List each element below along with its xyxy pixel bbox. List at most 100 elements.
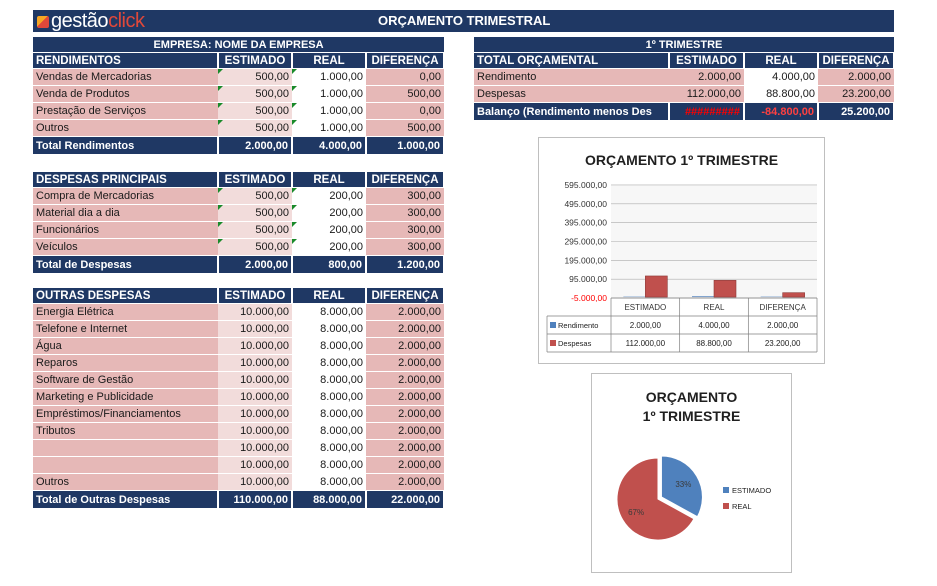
data-table-value: 112.000,00 — [626, 339, 666, 348]
y-tick-label: 295.000,00 — [564, 237, 607, 247]
cell-diferenca: 2.000,00 — [366, 405, 444, 423]
cell-real: 8.000,00 — [292, 405, 366, 423]
table-row: Tributos 10.000,00 8.000,00 2.000,00 — [33, 422, 444, 440]
row-label: Funcionários — [33, 221, 218, 239]
col-estimado: ESTIMADO — [218, 52, 293, 69]
cell-diferenca: 2.000,00 — [366, 371, 444, 389]
cell-real: 1.000,00 — [292, 68, 366, 86]
table-row: Prestação de Serviços 500,00 1.000,00 0,00 — [33, 102, 445, 120]
table-row: 10.000,00 8.000,00 2.000,00 — [33, 456, 444, 474]
row-label: Compra de Mercadorias — [33, 187, 218, 205]
pie-chart-svg: 33% 67% ESTIMADO REAL — [616, 455, 771, 541]
table-row: 10.000,00 8.000,00 2.000,00 — [33, 439, 444, 457]
row-label: Reparos — [33, 354, 218, 372]
row-label: Outros — [33, 119, 218, 137]
logo-text: gestão — [51, 10, 109, 32]
logo-mark-icon — [37, 16, 49, 28]
despesas-title: DESPESAS PRINCIPAIS — [33, 172, 219, 188]
cell-real: 1.000,00 — [292, 119, 366, 137]
despesas-table: DESPESAS PRINCIPAIS ESTIMADO REAL DIFERE… — [33, 172, 445, 274]
row-label: Rendimento — [474, 68, 669, 86]
data-table-value: 4.000,00 — [698, 321, 730, 330]
cell-real: 200,00 — [292, 187, 366, 205]
rendimentos-title: RENDIMENTOS — [33, 52, 219, 69]
trimestre-summary-table: 1º TRIMESTRE TOTAL ORÇAMENTAL ESTIMADO R… — [474, 37, 895, 121]
table-row: Marketing e Publicidade 10.000,00 8.000,00… — [33, 388, 444, 406]
x-category-label: REAL — [704, 303, 725, 312]
y-tick-label: 195.000,00 — [564, 255, 607, 265]
trimestre-band: 1º TRIMESTRE — [474, 37, 894, 53]
cell-estimado: 10.000,00 — [218, 422, 292, 440]
table-row: Funcionários 500,00 200,00 300,00 — [33, 221, 444, 239]
balance-estimado: ######### — [669, 102, 745, 121]
col-diferenca: DIFERENÇA — [366, 172, 445, 188]
pie-slice — [660, 455, 703, 518]
gestaoclick-logo: gestãoclick — [37, 10, 145, 32]
cell-diferenca: 300,00 — [366, 204, 444, 222]
cell-estimado: 500,00 — [218, 102, 292, 120]
total-diferenca: 1.200,00 — [366, 255, 445, 274]
cell-estimado: 500,00 — [218, 68, 292, 86]
balance-row: Balanço (Rendimento menos Des ######### … — [474, 102, 895, 121]
cell-diferenca: 300,00 — [366, 221, 444, 239]
cell-estimado: 10.000,00 — [218, 371, 292, 389]
cell-estimado: 10.000,00 — [218, 320, 292, 338]
y-tick-label: 395.000,00 — [564, 218, 607, 228]
trimestre-title: TOTAL ORÇAMENTAL — [474, 52, 670, 69]
bar — [645, 275, 668, 298]
row-label: Vendas de Mercadorias — [33, 68, 218, 86]
cell-real: 1.000,00 — [292, 102, 366, 120]
cell-diferenca: 2.000,00 — [366, 354, 444, 372]
col-real: REAL — [292, 52, 367, 69]
cell-estimado: 10.000,00 — [218, 405, 292, 423]
outras-title: OUTRAS DESPESAS — [33, 288, 219, 304]
cell-real: 8.000,00 — [292, 371, 366, 389]
pie-slice — [616, 457, 695, 541]
total-real: 4.000,00 — [292, 136, 367, 155]
total-label: Total de Outras Despesas — [33, 490, 219, 509]
balance-diferenca: 25.200,00 — [818, 102, 895, 121]
bar-chart-title: ORÇAMENTO 1º TRIMESTRE — [584, 152, 779, 168]
row-label: Tributos — [33, 422, 218, 440]
total-diferenca: 1.000,00 — [366, 136, 446, 155]
legend-label: Despesas — [558, 339, 592, 348]
total-label: Total Rendimentos — [33, 136, 219, 155]
pie-slice-label: 33% — [675, 480, 691, 489]
cell-real: 200,00 — [292, 204, 366, 222]
y-tick-label: 595.000,00 — [564, 180, 607, 190]
cell-estimado: 2.000,00 — [669, 68, 744, 86]
bar-chart-svg: 595.000,00 495.000,00 395.000,00 295.000,00… — [546, 180, 818, 353]
cell-diferenca: 300,00 — [366, 238, 444, 256]
col-diferenca: DIFERENÇA — [366, 52, 446, 69]
row-label: Marketing e Publicidade — [33, 388, 218, 406]
cell-estimado: 10.000,00 — [218, 456, 292, 474]
cell-estimado: 500,00 — [218, 85, 292, 103]
row-label: Venda de Produtos — [33, 85, 218, 103]
cell-real: 1.000,00 — [292, 85, 366, 103]
data-table-value: 2.000,00 — [767, 321, 799, 330]
cell-real: 200,00 — [292, 238, 366, 256]
data-table-value: 2.000,00 — [630, 321, 662, 330]
cell-diferenca: 2.000,00 — [366, 337, 444, 355]
data-table-value: 88.800,00 — [696, 339, 732, 348]
row-label — [33, 456, 218, 474]
cell-real: 200,00 — [292, 221, 366, 239]
cell-diferenca: 2.000,00 — [366, 439, 444, 457]
cell-estimado: 500,00 — [218, 204, 292, 222]
row-label: Outros — [33, 473, 218, 491]
cell-diferenca: 2.000,00 — [366, 320, 444, 338]
y-tick-label: 495.000,00 — [564, 199, 607, 209]
cell-real: 8.000,00 — [292, 456, 366, 474]
cell-diferenca: 2.000,00 — [366, 303, 444, 321]
table-row: Veículos 500,00 200,00 300,00 — [33, 238, 444, 256]
y-tick-label: -5.000,00 — [571, 293, 607, 303]
row-label: Veículos — [33, 238, 218, 256]
col-estimado: ESTIMADO — [669, 52, 745, 69]
cell-estimado: 10.000,00 — [218, 354, 292, 372]
cell-estimado: 10.000,00 — [218, 473, 292, 491]
cell-real: 8.000,00 — [292, 337, 366, 355]
total-row: Total de Outras Despesas 110.000,00 88.0… — [33, 490, 445, 509]
col-estimado: ESTIMADO — [218, 172, 293, 188]
balance-real: -84.800,00 — [744, 102, 819, 121]
cell-diferenca: 2.000,00 — [366, 473, 444, 491]
